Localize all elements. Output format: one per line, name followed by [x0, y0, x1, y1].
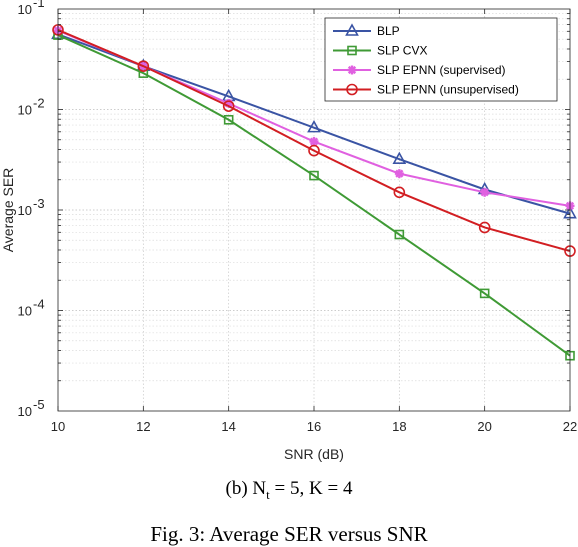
legend-item: SLP EPNN (supervised)	[333, 63, 506, 77]
legend-box	[324, 17, 558, 102]
marker-stroke	[395, 169, 404, 178]
series-line	[57, 34, 571, 357]
legend-item: SLP CVX	[333, 44, 427, 58]
series-line	[57, 28, 571, 253]
y-tick-exponent: -5	[33, 397, 45, 412]
y-tick-exponent: -3	[33, 196, 45, 211]
subcaption-subscript: t	[266, 486, 270, 502]
data-point	[223, 114, 234, 125]
legend-marker	[347, 45, 357, 56]
data-point	[478, 221, 491, 234]
subcaption-rest: = 5, K = 4	[269, 478, 353, 499]
y-tick-label: 10	[18, 103, 32, 118]
data-point	[309, 137, 319, 147]
data-point	[137, 60, 150, 72]
data-point	[394, 229, 405, 240]
data-point	[392, 151, 407, 165]
x-tick-label: 12	[136, 419, 150, 434]
legend-marker	[346, 83, 358, 96]
x-axis-label: SNR (dB)	[284, 446, 344, 462]
marker-stroke	[309, 137, 319, 146]
y-tick-exponent: -2	[33, 96, 45, 111]
legend: BLP SLP CVX SLP EPNN (supervised) SLP EPNN …	[324, 17, 558, 102]
x-tick-label: 22	[563, 419, 577, 434]
x-tick-label: 18	[392, 419, 406, 434]
x-tick-label: 20	[477, 419, 491, 434]
y-tick-label: 10	[18, 404, 32, 419]
subcaption-text: (b) N	[225, 478, 267, 499]
y-axis-label: Average SER	[0, 168, 16, 253]
data-point	[480, 187, 490, 197]
y-tick-label: 10	[18, 203, 32, 218]
data-point	[479, 288, 490, 299]
y-tick-label: 10	[18, 2, 32, 17]
legend-label: SLP EPNN (unsupervised)	[377, 83, 519, 97]
data-point	[308, 144, 320, 157]
x-tick-label: 16	[307, 419, 321, 434]
legend-item: BLP	[333, 23, 400, 38]
data-point	[222, 100, 235, 112]
y-tick-label: 10	[18, 304, 32, 319]
subfigure-caption: (b) Nt = 5, K = 4	[0, 478, 578, 503]
marker-stroke	[480, 188, 489, 197]
x-tick-label: 14	[221, 419, 235, 434]
legend-label: BLP	[377, 24, 400, 38]
data-point	[394, 169, 404, 179]
marker-stroke	[347, 65, 357, 75]
y-tick-exponent: -4	[33, 297, 45, 312]
data-point	[309, 170, 319, 181]
legend-label: SLP EPNN (supervised)	[377, 63, 506, 77]
x-tick-label: 10	[51, 419, 65, 434]
y-tick-exponent: -1	[33, 0, 45, 10]
legend-item: SLP EPNN (unsupervised)	[333, 83, 519, 97]
data-point	[393, 186, 406, 199]
data-point	[307, 119, 321, 133]
legend-label: SLP CVX	[377, 44, 427, 58]
legend-marker	[347, 65, 357, 75]
legend-marker	[345, 23, 359, 36]
figure-caption: Fig. 3: Average SER versus SNR	[150, 522, 428, 546]
